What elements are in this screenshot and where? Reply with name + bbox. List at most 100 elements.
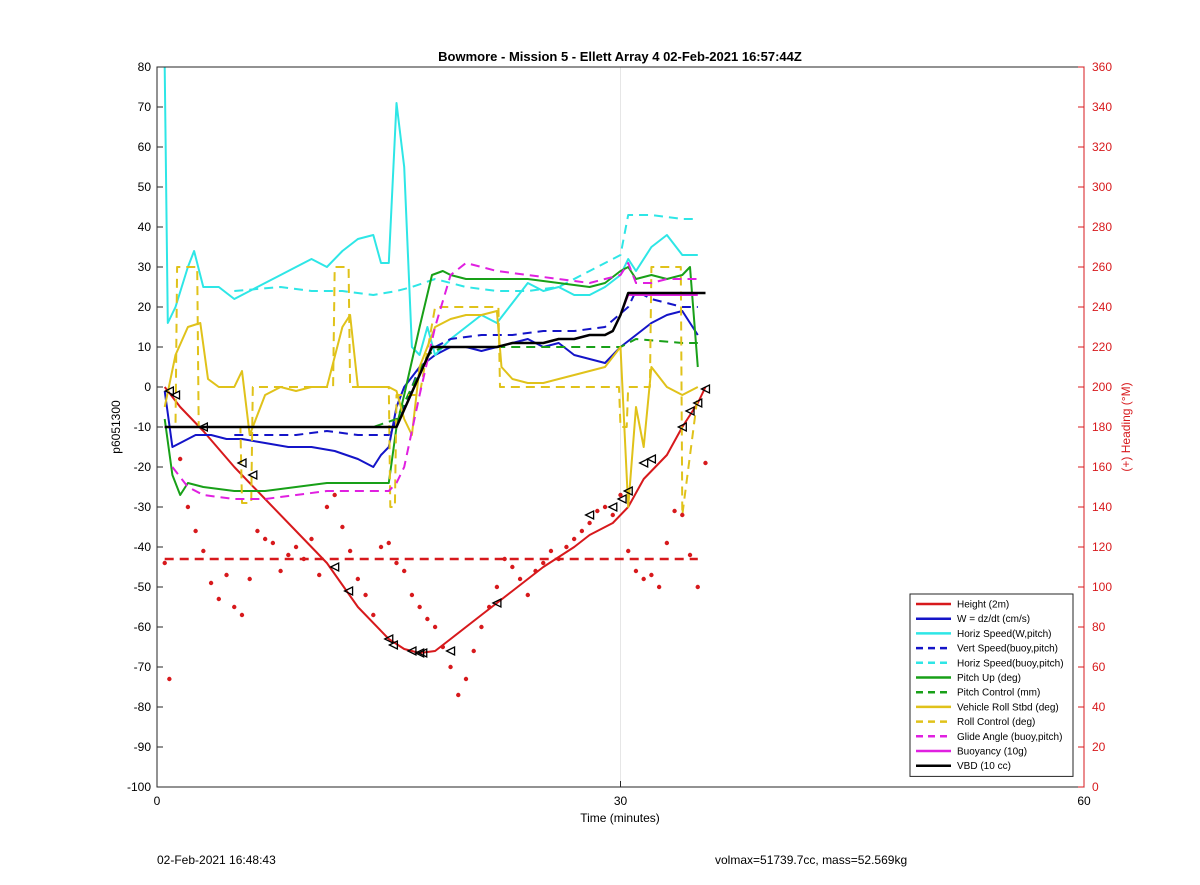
y-tick-label: 0 [144,380,151,394]
series-line [164,266,699,516]
height-marker [197,421,209,433]
y-tick-label: 30 [138,260,152,274]
heading-point [664,540,670,546]
height-marker [645,453,657,465]
height-marker [616,493,627,505]
y-right-tick-label: 200 [1092,380,1112,394]
heading-point [232,604,237,610]
heading-point [456,692,461,698]
series-line [163,66,698,356]
y-right-tick-label: 120 [1092,540,1112,554]
y-tick-label: 70 [138,100,152,114]
axis-layer: 0 30 60-100-90-80-70-60-50-40-30-20-100102… [127,60,1112,808]
y-tick-label: -90 [134,740,152,754]
y-tick-label: -40 [134,540,152,554]
heading-point [417,604,422,610]
heading-point [517,576,523,582]
legend-box [909,593,1074,777]
heading-point [641,576,646,582]
heading-point [162,560,167,566]
heading-point [448,664,453,670]
y-right-tick-label: 180 [1092,420,1112,434]
footer-mass-info: volmax=51739.7cc, mass=52.569kg [715,853,908,867]
y-right-tick-label: 0 [1092,780,1099,794]
legend-label: Buoyancy (10g) [957,747,1027,758]
y-tick-label: 50 [138,180,152,194]
series-line [234,290,698,436]
legend-label: Horiz Speed(buoy,pitch) [957,658,1064,669]
heading-point [293,544,299,550]
y-right-tick-label: 280 [1092,220,1112,234]
heading-point [317,572,322,578]
heading-point [177,456,183,462]
y-tick-label: -70 [134,660,152,674]
heading-point [278,568,283,574]
heading-point [394,560,399,566]
legend-label: Height (2m) [957,600,1009,611]
heading-point [602,504,608,510]
chart-title: Bowmore - Mission 5 - Ellett Array 4 02-… [438,49,802,64]
series-line [171,262,698,500]
heading-point [471,648,476,654]
legend-label: Pitch Up (deg) [957,673,1021,684]
height-marker [638,457,649,469]
heading-point [486,604,492,610]
heading-point [363,592,368,598]
y-right-tick-label: 260 [1092,260,1112,274]
heading-point [386,540,391,546]
height-marker [445,645,456,657]
heading-point [610,512,615,518]
heading-point [649,572,654,578]
heading-point [409,592,415,598]
heading-point [167,676,172,682]
height-marker [247,469,258,481]
y-tick-label: 40 [138,220,152,234]
y-right-tick-label: 360 [1092,60,1112,74]
x-axis-label: Time (minutes) [580,811,660,825]
y-right-tick-label: 320 [1092,140,1112,154]
heading-point [656,584,662,590]
height-marker [584,509,595,521]
series-line [234,214,698,296]
y-tick-label: -10 [134,420,152,434]
heading-point [247,576,252,582]
heading-point [618,492,623,498]
height-marker [417,647,428,659]
y-right-tick-label: 140 [1092,500,1112,514]
y-axis-right-label: (+) Heading (°M) [1119,382,1133,471]
height-marker [684,405,695,417]
height-marker [383,633,394,645]
y-right-tick-label: 80 [1092,620,1106,634]
series-line [164,291,706,429]
heading-point [208,580,214,586]
y-tick-label: -60 [134,620,152,634]
height-marker [491,597,502,609]
y-right-tick-label: 40 [1092,700,1106,714]
heading-point [525,592,530,598]
legend-label: Roll Control (deg) [957,717,1035,728]
legend-label: Vert Speed(buoy,pitch) [957,644,1058,655]
heading-point [579,528,585,534]
y-tick-label: -80 [134,700,152,714]
height-marker [700,383,711,395]
x-tick-label: 30 [614,794,628,808]
legend-label: VBD (10 cc) [957,761,1011,772]
x-tick-label: 0 [154,794,161,808]
y-right-tick-label: 100 [1092,580,1112,594]
heading-point [479,624,484,630]
heading-point [193,528,198,534]
heading-point [239,612,245,618]
y-tick-label: -50 [134,580,152,594]
legend-label: Glide Angle (buoy,pitch) [957,732,1062,743]
y-right-tick-label: 300 [1092,180,1112,194]
heading-point [347,548,353,554]
heading-point [510,564,515,570]
heading-point [185,504,191,510]
heading-point [494,584,500,590]
heading-point [286,552,291,558]
heading-point [224,572,229,578]
heading-point [687,552,693,558]
heading-point [371,612,376,618]
heading-point [672,508,677,514]
